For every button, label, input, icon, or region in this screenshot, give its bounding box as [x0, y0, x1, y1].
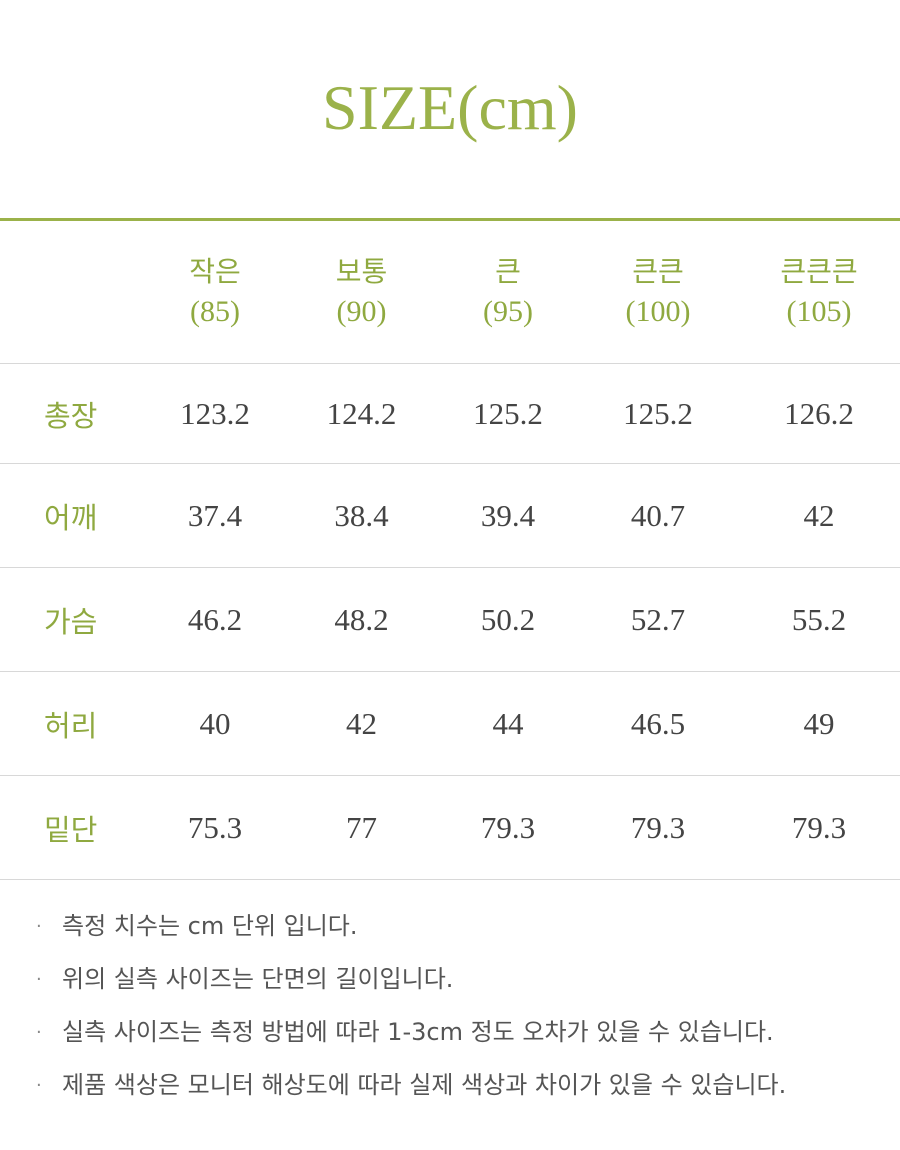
note-text: 위의 실측 사이즈는 단면의 길이입니다.	[62, 965, 454, 993]
table-cell: 49	[738, 671, 900, 776]
size-number: (85)	[190, 295, 240, 328]
table-row: 허리 40 42 44 46.5 49	[0, 671, 900, 776]
size-name: 큰큰큰	[780, 255, 858, 288]
table-cell: 39.4	[438, 463, 578, 568]
note-item: · 제품 색상은 모니터 해상도에 따라 실제 색상과 차이가 있을 수 있습니다…	[36, 1059, 886, 1112]
header-divider	[0, 218, 900, 221]
table-row: 밑단 75.3 77 79.3 79.3 79.3	[0, 775, 900, 880]
corner-cell	[0, 221, 145, 364]
size-table: 작은 (85) 보통 (90) 큰 (95) 큰큰 (100) 큰큰큰 (105) 총장 …	[0, 221, 900, 880]
table-header-row: 작은 (85) 보통 (90) 큰 (95) 큰큰 (100) 큰큰큰 (105)	[0, 221, 900, 364]
bullet-icon: ·	[36, 916, 42, 937]
row-label: 가슴	[0, 567, 145, 672]
table-cell: 126.2	[738, 363, 900, 464]
table-cell: 37.4	[145, 463, 285, 568]
note-item: · 측정 치수는 cm 단위 입니다.	[36, 900, 886, 953]
note-text: 측정 치수는 cm 단위 입니다.	[62, 912, 358, 940]
table-cell: 77	[285, 775, 438, 880]
size-number: (105)	[786, 295, 852, 328]
size-name: 큰큰	[632, 255, 684, 288]
table-row: 가슴 46.2 48.2 50.2 52.7 55.2	[0, 567, 900, 672]
table-cell: 79.3	[578, 775, 738, 880]
table-cell: 125.2	[438, 363, 578, 464]
table-cell: 55.2	[738, 567, 900, 672]
table-cell: 75.3	[145, 775, 285, 880]
table-cell: 48.2	[285, 567, 438, 672]
size-number: (90)	[336, 295, 387, 328]
table-cell: 40	[145, 671, 285, 776]
row-label: 어깨	[0, 463, 145, 568]
note-item: · 위의 실측 사이즈는 단면의 길이입니다.	[36, 953, 886, 1006]
table-cell: 79.3	[438, 775, 578, 880]
table-cell: 42	[738, 463, 900, 568]
table-cell: 125.2	[578, 363, 738, 464]
table-cell: 52.7	[578, 567, 738, 672]
table-cell: 40.7	[578, 463, 738, 568]
size-number: (100)	[625, 295, 691, 328]
column-header: 보통 (90)	[285, 221, 438, 364]
table-cell: 124.2	[285, 363, 438, 464]
bullet-icon: ·	[36, 1075, 42, 1096]
size-name: 작은	[189, 255, 241, 288]
table-cell: 44	[438, 671, 578, 776]
table-row: 총장 123.2 124.2 125.2 125.2 126.2	[0, 363, 900, 464]
column-header: 큰큰 (100)	[578, 221, 738, 364]
column-header: 큰 (95)	[438, 221, 578, 364]
note-text: 실측 사이즈는 측정 방법에 따라 1-3cm 정도 오차가 있을 수 있습니다…	[62, 1018, 774, 1046]
row-label: 허리	[0, 671, 145, 776]
note-item: · 실측 사이즈는 측정 방법에 따라 1-3cm 정도 오차가 있을 수 있습니…	[36, 1006, 886, 1059]
size-name: 보통	[335, 255, 388, 288]
bullet-icon: ·	[36, 1022, 42, 1043]
row-label: 밑단	[0, 775, 145, 880]
table-cell: 42	[285, 671, 438, 776]
size-number: (95)	[483, 295, 533, 328]
column-header: 작은 (85)	[145, 221, 285, 364]
bullet-icon: ·	[36, 969, 42, 990]
table-cell: 46.5	[578, 671, 738, 776]
size-name: 큰	[495, 255, 521, 288]
table-cell: 38.4	[285, 463, 438, 568]
note-text: 제품 색상은 모니터 해상도에 따라 실제 색상과 차이가 있을 수 있습니다.	[62, 1071, 787, 1099]
table-row: 어깨 37.4 38.4 39.4 40.7 42	[0, 463, 900, 568]
page-title: SIZE(cm)	[322, 72, 578, 143]
table-cell: 46.2	[145, 567, 285, 672]
size-notes: · 측정 치수는 cm 단위 입니다. · 위의 실측 사이즈는 단면의 길이입니다…	[36, 900, 886, 1112]
row-label: 총장	[0, 363, 145, 464]
column-header: 큰큰큰 (105)	[738, 221, 900, 364]
table-cell: 50.2	[438, 567, 578, 672]
table-cell: 79.3	[738, 775, 900, 880]
table-cell: 123.2	[145, 363, 285, 464]
